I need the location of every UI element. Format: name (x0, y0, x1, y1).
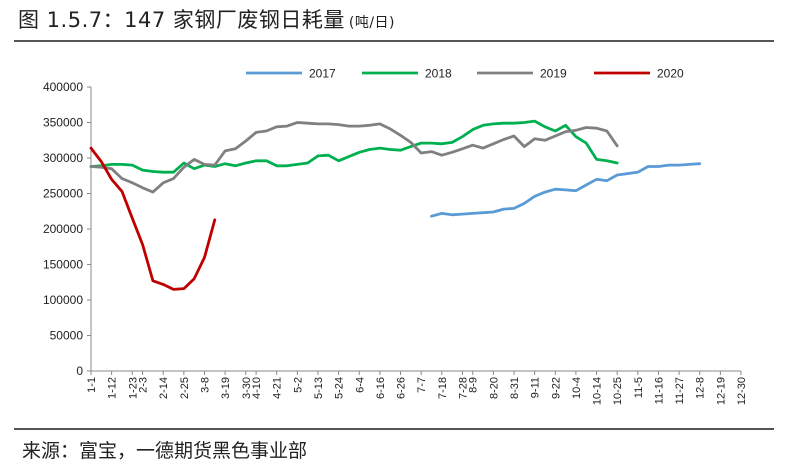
x-tick-label: 12-8 (695, 377, 707, 399)
x-tick-label: 6-4 (354, 377, 366, 393)
y-tick-label: 200000 (43, 222, 83, 236)
chart-axes: 0 50000 100000 150000 200000 250000 300000 3500… (43, 80, 748, 405)
x-tick-label: 2-3 (138, 377, 150, 393)
title-divider (14, 40, 774, 42)
x-tick-label: 2-14 (158, 377, 170, 399)
series-line-2018 (89, 119, 619, 174)
x-tick-label: 9-11 (530, 377, 542, 398)
x-tick-label: 12-19 (715, 377, 727, 405)
legend-label-2017: 2017 (309, 67, 336, 81)
x-tick-label: 8-31 (509, 377, 521, 399)
legend-label-2020: 2020 (657, 67, 684, 81)
y-tick-label: 150000 (43, 258, 83, 272)
y-tick-label: 300000 (43, 151, 83, 165)
x-tick-label: 4-21 (272, 377, 284, 399)
y-tick-label: 100000 (43, 293, 83, 307)
figure-unit: (吨/日) (348, 15, 396, 31)
x-tick-label: 5-13 (313, 377, 325, 399)
y-tick-label: 400000 (43, 80, 83, 94)
x-tick-label: 8-9 (468, 377, 480, 393)
chart-lines (89, 119, 702, 291)
legend-label-2019: 2019 (540, 67, 567, 81)
x-tick-label: 9-22 (550, 377, 562, 399)
x-tick-label: 7-7 (416, 377, 428, 393)
x-tick-label: 3-30 (241, 377, 253, 399)
x-tick-label: 6-26 (396, 377, 408, 399)
x-tick-label: 4-10 (251, 377, 263, 399)
series-line-2019 (89, 121, 619, 194)
series-line-2017 (430, 162, 702, 218)
x-tick-label: 10-4 (571, 377, 583, 399)
x-tick-label: 11-27 (674, 377, 686, 404)
x-tick-label: 5-2 (292, 377, 304, 393)
x-tick-label: 3-8 (199, 377, 211, 393)
x-tick-label: 7-28 (457, 377, 469, 399)
x-tick-label: 11-16 (653, 377, 665, 404)
y-tick-label: 350000 (43, 116, 83, 130)
line-chart: 0 50000 100000 150000 200000 250000 300000 3500… (43, 67, 748, 406)
x-tick-label: 8-20 (488, 377, 500, 399)
figure-title-text: 图 1.5.7：147 家钢厂废钢日耗量 (18, 8, 345, 32)
series-line-2020 (89, 146, 217, 291)
footer-divider (14, 428, 774, 430)
x-tick-label: 12-30 (736, 377, 748, 405)
x-tick-label: 1-1 (86, 377, 98, 393)
x-tick-label: 11-5 (633, 377, 645, 398)
x-tick-label: 5-24 (334, 377, 346, 399)
x-tick-label: 10-14 (592, 377, 604, 405)
source-note: 来源：富宝，一德期货黑色事业部 (22, 440, 308, 462)
x-tick-label: 3-19 (220, 377, 232, 399)
x-tick-label: 1-12 (107, 377, 119, 399)
x-tick-label: 1-23 (127, 377, 139, 399)
x-tick-label: 2-25 (179, 377, 191, 399)
chart-legend: 2017 2018 2019 2020 (246, 67, 684, 81)
y-tick-label: 250000 (43, 187, 83, 201)
x-tick-label: 6-16 (375, 377, 387, 399)
figure-title: 图 1.5.7：147 家钢厂废钢日耗量 (吨/日) (18, 4, 395, 34)
y-tick-label: 50000 (50, 329, 84, 343)
x-tick-label: 10-25 (612, 377, 624, 405)
x-tick-label: 7-18 (437, 377, 449, 399)
legend-label-2018: 2018 (425, 67, 452, 81)
y-tick-label: 0 (76, 364, 83, 378)
